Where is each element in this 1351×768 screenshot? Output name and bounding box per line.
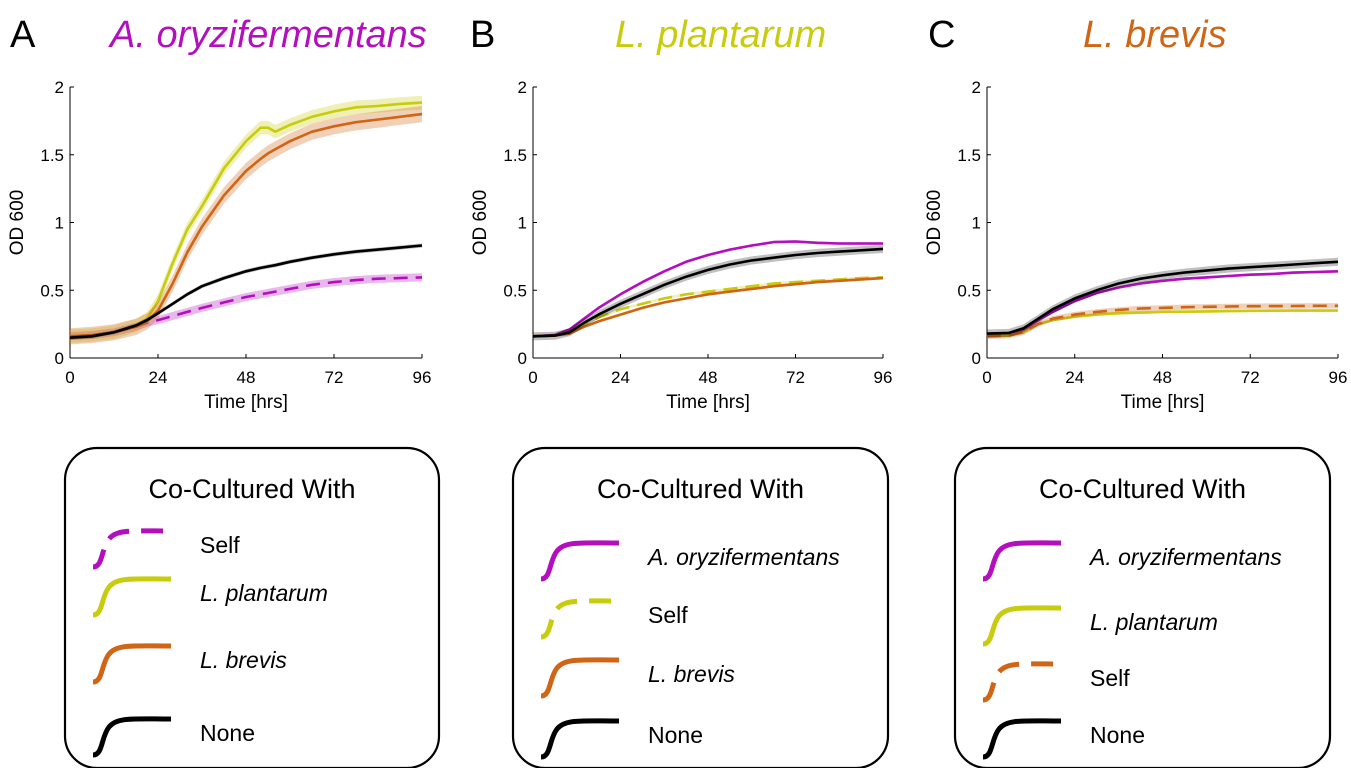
y-axis-label: OD 600: [7, 190, 28, 255]
x-tick-label: 48: [699, 368, 718, 387]
x-tick-label: 72: [786, 368, 805, 387]
legend-label: None: [648, 722, 703, 748]
y-tick-label: 0: [972, 349, 981, 368]
x-tick-label: 48: [237, 368, 256, 387]
legend-swatch-a-oryzifermentans: [982, 540, 1062, 582]
x-axis-label: Time [hrs]: [666, 392, 750, 413]
y-tick-label: 1: [518, 214, 527, 233]
legend-label: L. brevis: [200, 647, 287, 673]
y-tick-label: 0.5: [40, 281, 64, 300]
legend: Co-Cultured With A. oryzifermentans Self L.…: [511, 446, 890, 768]
panel-letter: C: [928, 14, 955, 56]
legend-swatch-l-brevis: [92, 643, 172, 685]
y-tick-label: 1: [972, 214, 981, 233]
x-tick-label: 0: [528, 368, 537, 387]
legend-box: [63, 446, 441, 768]
legend-swatch-l-brevis: [540, 657, 620, 699]
panel-a: A A. oryzifermentans 0 24 48 72 96 0 0.5 1 1.5 2 Tim…: [7, 14, 441, 768]
x-tick-label: 24: [149, 368, 168, 387]
series-line-none: [986, 260, 1339, 335]
y-tick-label: 1.5: [503, 146, 527, 165]
series-line-self: [986, 304, 1338, 338]
legend-label: None: [200, 720, 255, 746]
series-band-l-brevis: [533, 276, 883, 338]
legend-title: Co-Cultured With: [148, 474, 355, 504]
x-tick-label: 96: [1329, 368, 1348, 387]
y-tick-label: 0.5: [503, 281, 527, 300]
legend-swatch-l-plantarum: [92, 576, 172, 618]
legend-title: Co-Cultured With: [1039, 474, 1246, 504]
x-tick-label: 24: [611, 368, 630, 387]
series-band-l-plantarum: [70, 95, 422, 344]
series-line-a-oryzifermentans: [532, 240, 883, 338]
legend-swatch-self: [540, 598, 620, 640]
panel-title: L. brevis: [1083, 14, 1227, 56]
series-band-self: [987, 303, 1338, 339]
legend-swatch-a-oryzifermentans: [540, 540, 620, 582]
x-tick-label: 72: [325, 368, 344, 387]
y-tick-label: 0.5: [957, 281, 981, 300]
legend-swatch-self: [982, 661, 1062, 703]
y-tick-label: 0: [55, 349, 64, 368]
legend-label: L. brevis: [648, 661, 735, 687]
y-tick-label: 0: [518, 349, 527, 368]
panel-title: L. plantarum: [615, 14, 826, 56]
x-axis-label: Time [hrs]: [1121, 392, 1205, 413]
legend-swatch-none: [92, 716, 172, 758]
panel-b: B L. plantarum 0 24 48 72 96 0 0.5 1 1.5 2 Time [hrs…: [470, 14, 892, 768]
legend-label: A. oryzifermentans: [646, 544, 840, 570]
legend: Co-Cultured With A. oryzifermentans L. pla…: [953, 446, 1332, 768]
series-line-none: [532, 247, 884, 338]
legend-title: Co-Cultured With: [597, 474, 804, 504]
y-axis-label: OD 600: [470, 190, 491, 255]
y-tick-label: 1.5: [957, 146, 981, 165]
series-band-none: [533, 244, 883, 341]
x-tick-label: 48: [1153, 368, 1172, 387]
x-axis-label: Time [hrs]: [204, 392, 288, 413]
legend-label: None: [1090, 722, 1145, 748]
x-tick-label: 24: [1065, 368, 1084, 387]
x-tick-label: 96: [413, 368, 432, 387]
legend-label: L. plantarum: [1090, 609, 1218, 635]
x-tick-label: 0: [65, 368, 74, 387]
y-tick-label: 2: [518, 78, 527, 97]
y-tick-label: 1.5: [40, 146, 64, 165]
y-tick-label: 2: [55, 78, 64, 97]
legend-swatch-none: [540, 718, 620, 760]
x-tick-label: 96: [874, 368, 893, 387]
series-line-l-brevis: [532, 276, 884, 338]
legend-label: Self: [1090, 665, 1130, 691]
panel-letter: A: [10, 14, 36, 56]
legend: Co-Cultured With Self L. plantarum L. brevi…: [63, 446, 441, 768]
legend-label: Self: [200, 532, 240, 558]
panel-title: A. oryzifermentans: [108, 14, 427, 56]
y-axis-label: OD 600: [924, 190, 945, 255]
series-band-self: [533, 276, 883, 338]
x-tick-label: 0: [982, 368, 991, 387]
legend-label: A. oryzifermentans: [1088, 544, 1282, 570]
series-band-self: [70, 273, 422, 341]
legend-label: L. plantarum: [200, 580, 328, 606]
x-tick-label: 72: [1241, 368, 1260, 387]
y-tick-label: 2: [972, 78, 981, 97]
legend-swatch-self: [92, 528, 172, 570]
y-tick-label: 1: [55, 214, 64, 233]
legend-swatch-l-plantarum: [982, 605, 1062, 647]
legend-box: [511, 446, 890, 768]
panel-letter: B: [470, 14, 495, 56]
legend-label: Self: [648, 602, 688, 628]
panel-c: C L. brevis 0 24 48 72 96 0 0.5 1 1.5 2 Time [hrs] OD…: [924, 14, 1347, 768]
legend-box: [953, 446, 1332, 768]
legend-swatch-none: [982, 718, 1062, 760]
